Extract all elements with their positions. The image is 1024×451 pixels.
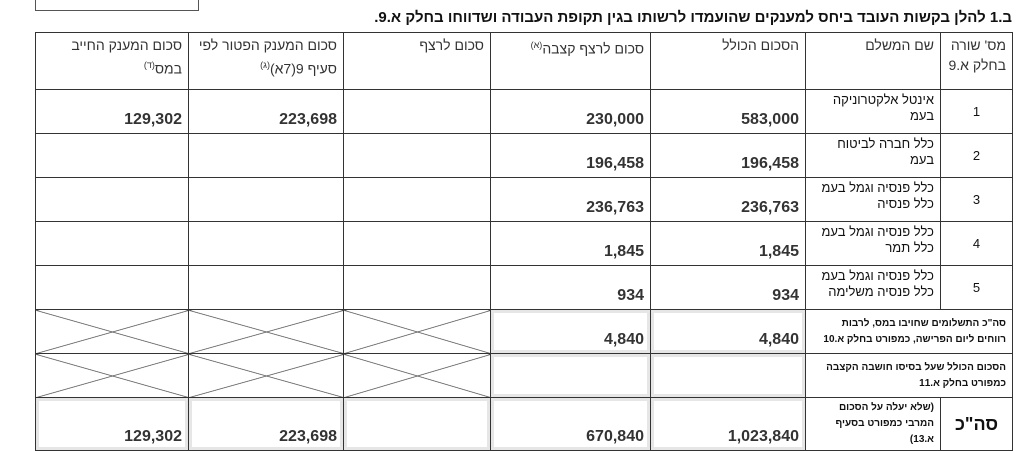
empty-box xyxy=(35,0,199,11)
amount-cell xyxy=(35,177,189,222)
payer-name: אינטל אלקטרוניקה בעמ xyxy=(805,89,941,134)
header-text: הסכום הכולל xyxy=(722,37,799,53)
amount-cell xyxy=(35,133,189,178)
amount-cell xyxy=(343,177,491,222)
data-row: 1 אינטל אלקטרוניקה בעמ 583,000 230,000 223,6… xyxy=(35,89,1013,134)
data-row: 5 כלל פנסיה וגמל בעמ כלל פנסיה משלימה 934 9… xyxy=(35,265,1013,310)
header-note: (ד) xyxy=(143,60,155,70)
amount-cell xyxy=(343,133,491,178)
amount-cell: 4,840 xyxy=(650,309,806,354)
column-header: סכום המענק החייב במס(ד) xyxy=(35,32,189,90)
amount-cell: 1,845 xyxy=(650,221,806,266)
summary-row: הסכום הכולל שעל בסיסו חושבה הקצבה כמפורט… xyxy=(35,353,1013,398)
summary-note: (שלא יעלה על הסכום המרבי כמפורט בסעיף א.… xyxy=(805,397,941,451)
column-header: מס' שורה בחלק א.9 xyxy=(940,32,1013,90)
payer-name: כלל פנסיה וגמל בעמ כלל תמר xyxy=(805,221,941,266)
summary-label: סה"כ התשלומים שחויבו במס, לרבות רווחים ל… xyxy=(805,309,1013,354)
section-title: ב.1 להלן בקשות העובד ביחס למענקים שהועמד… xyxy=(374,9,1012,26)
data-row: 4 כלל פנסיה וגמל בעמ כלל תמר 1,845 1,845 xyxy=(35,221,1013,266)
column-header: סכום המענק הפטור לפי סעיף 9(7א)(ג) xyxy=(188,32,344,90)
amount-cell: 1,845 xyxy=(490,221,651,266)
grants-table: מס' שורה בחלק א.9 שם המשלם הסכום הכולל סכום… xyxy=(35,32,1013,451)
amount-cell: 934 xyxy=(490,265,651,310)
page: ב.1 להלן בקשות העובד ביחס למענקים שהועמד… xyxy=(35,0,1013,451)
amount-cell: 4,840 xyxy=(490,309,651,354)
header-text: מס' שורה בחלק א.9 xyxy=(948,37,1007,73)
amount-cell: 1,023,840 xyxy=(650,397,806,451)
crossed-cell xyxy=(188,309,344,354)
summary-label: סה"כ xyxy=(940,397,1013,451)
header-note: (ג) xyxy=(260,60,270,70)
header-text: סכום לרצף קצבה xyxy=(542,40,644,57)
amount-cell xyxy=(188,177,344,222)
amount-cell: 196,458 xyxy=(490,133,651,178)
amount-cell xyxy=(35,265,189,310)
column-header: סכום לרצף קצבה(א) xyxy=(490,32,651,90)
payer-name: כלל פנסיה וגמל בעמ כלל פנסיה xyxy=(805,177,941,222)
table-body: 1 אינטל אלקטרוניקה בעמ 583,000 230,000 223,6… xyxy=(35,89,1013,451)
amount-cell: 670,840 xyxy=(490,397,651,451)
header-text: סכום המענק הפטור לפי סעיף 9(7א) xyxy=(198,37,337,77)
amount-cell: 236,763 xyxy=(490,177,651,222)
amount-cell: 934 xyxy=(650,265,806,310)
amount-cell xyxy=(188,221,344,266)
amount-cell: 223,698 xyxy=(188,89,344,134)
amount-cell: 129,302 xyxy=(35,397,189,451)
crossed-cell xyxy=(188,353,344,398)
amount-cell: 129,302 xyxy=(35,89,189,134)
column-header: הסכום הכולל xyxy=(650,32,806,90)
amount-cell xyxy=(490,353,651,398)
summary-row: סה"כ התשלומים שחויבו במס, לרבות רווחים ל… xyxy=(35,309,1013,354)
column-header: סכום לרצף xyxy=(343,32,491,90)
summary-label: הסכום הכולל שעל בסיסו חושבה הקצבה כמפורט… xyxy=(805,353,1013,398)
amount-cell xyxy=(650,353,806,398)
line-number: 3 xyxy=(940,177,1013,222)
amount-cell: 236,763 xyxy=(650,177,806,222)
amount-cell xyxy=(343,265,491,310)
crossed-cell xyxy=(35,353,189,398)
amount-cell xyxy=(188,133,344,178)
summary-row: סה"כ (שלא יעלה על הסכום המרבי כמפורט בסעי… xyxy=(35,397,1013,451)
amount-cell xyxy=(188,265,344,310)
amount-cell: 223,698 xyxy=(188,397,344,451)
line-number: 1 xyxy=(940,89,1013,134)
line-number: 5 xyxy=(940,265,1013,310)
payer-name: כלל חברה לביטוח בעמ xyxy=(805,133,941,178)
line-number: 2 xyxy=(940,133,1013,178)
header-text: סכום המענק החייב במס xyxy=(71,37,182,77)
payer-name: כלל פנסיה וגמל בעמ כלל פנסיה משלימה xyxy=(805,265,941,310)
column-header: שם המשלם xyxy=(805,32,941,90)
header-text: סכום לרצף xyxy=(419,37,484,53)
amount-cell xyxy=(343,221,491,266)
crossed-cell xyxy=(343,353,491,398)
crossed-cell xyxy=(35,309,189,354)
header-text: שם המשלם xyxy=(865,37,934,53)
amount-cell: 196,458 xyxy=(650,133,806,178)
header-note: (א) xyxy=(530,40,543,50)
amount-cell xyxy=(35,221,189,266)
data-row: 2 כלל חברה לביטוח בעמ 196,458 196,458 xyxy=(35,133,1013,178)
crossed-cell xyxy=(343,309,491,354)
amount-cell xyxy=(343,397,491,451)
header-row: מס' שורה בחלק א.9 שם המשלם הסכום הכולל סכום… xyxy=(35,32,1013,90)
amount-cell: 583,000 xyxy=(650,89,806,134)
amount-cell xyxy=(343,89,491,134)
data-row: 3 כלל פנסיה וגמל בעמ כלל פנסיה 236,763 236,… xyxy=(35,177,1013,222)
line-number: 4 xyxy=(940,221,1013,266)
amount-cell: 230,000 xyxy=(490,89,651,134)
